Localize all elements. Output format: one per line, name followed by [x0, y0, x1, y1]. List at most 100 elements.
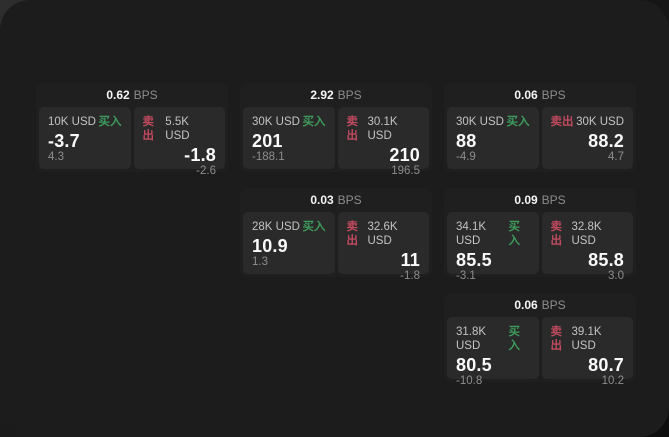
buy-amount: 34.1K USD — [456, 221, 487, 247]
card-0-buy-pane[interactable]: 10K USD 买入 -3.7 4.3 — [39, 107, 131, 169]
buy-pane-top: 34.1K USD 买入 — [456, 220, 530, 248]
buy-label: 买入 — [508, 221, 521, 247]
sell-price: 88.2 — [588, 131, 624, 151]
buy-label: 买入 — [302, 221, 326, 233]
sell-label: 卖出 — [550, 221, 563, 247]
sell-sub-value: -1.8 — [400, 270, 420, 282]
sell-price: 80.7 — [588, 355, 624, 375]
buy-amount: 30K USD — [252, 116, 300, 128]
buy-sub-value: -188.1 — [252, 151, 285, 163]
quote-card-4: 0.09 BPS 34.1K USD 买入 85.5 -3.1 卖出 32.8K… — [444, 188, 636, 282]
buy-pane-top: 31.8K USD 买入 — [456, 325, 530, 353]
sell-sub-value: -2.6 — [196, 165, 216, 177]
sell-price: 11 — [400, 250, 420, 270]
buy-sub-value: -10.8 — [456, 375, 483, 387]
buy-sub-value: -3.1 — [456, 270, 476, 282]
bps-value: 2.92 — [310, 88, 334, 102]
buy-amount: 30K USD — [456, 116, 504, 128]
buy-price: 201 — [252, 131, 283, 151]
card-0-body: 10K USD 买入 -3.7 4.3 卖出 5.5K USD -1.8 -2.… — [39, 107, 225, 177]
sell-label: 卖出 — [550, 116, 574, 128]
quote-card-1: 2.92 BPS 30K USD 买入 201 -188.1 卖出 30.1K … — [240, 83, 432, 177]
sell-label: 卖出 — [346, 116, 359, 142]
buy-amount: 28K USD — [252, 221, 300, 233]
sell-price: -1.8 — [184, 145, 216, 165]
sell-amount: 5.5K USD — [165, 116, 190, 142]
buy-sub-value: 4.3 — [48, 151, 64, 163]
sell-sub-value: 10.2 — [601, 375, 624, 387]
quote-card-0: 0.62 BPS 10K USD 买入 -3.7 4.3 卖出 5.5K USD — [36, 83, 228, 177]
card-5-sell-pane[interactable]: 卖出 39.1K USD 80.7 10.2 — [541, 317, 633, 387]
buy-pane-top: 30K USD 买入 — [252, 115, 326, 129]
card-3-body: 28K USD 买入 10.9 1.3 卖出 32.6K USD 11 -1.8 — [243, 212, 429, 282]
buy-pane-top: 28K USD 买入 — [252, 220, 326, 234]
card-5-buy-pane[interactable]: 31.8K USD 买入 80.5 -10.8 — [447, 317, 539, 387]
card-0-header: 0.62 BPS — [39, 83, 225, 107]
sell-amount: 30K USD — [576, 116, 624, 128]
buy-sub-value: 1.3 — [252, 256, 268, 268]
sell-sub-value: 3.0 — [608, 270, 624, 282]
card-5-header: 0.06 BPS — [447, 293, 633, 317]
buy-price: 10.9 — [252, 236, 288, 256]
buy-amount: 31.8K USD — [456, 326, 487, 352]
bps-value: 0.09 — [514, 193, 538, 207]
sell-sub-value: 4.7 — [608, 151, 624, 163]
sell-amount: 39.1K USD — [571, 326, 602, 352]
sell-pane-top: 卖出 32.8K USD — [551, 220, 625, 248]
sell-label: 卖出 — [550, 326, 563, 352]
card-1-sell-pane[interactable]: 卖出 30.1K USD 210 196.5 — [337, 107, 429, 177]
buy-label: 买入 — [302, 116, 326, 128]
buy-pane-top: 30K USD 买入 — [456, 115, 530, 129]
card-4-buy-pane[interactable]: 34.1K USD 买入 85.5 -3.1 — [447, 212, 539, 282]
card-4-body: 34.1K USD 买入 85.5 -3.1 卖出 32.8K USD 85.8… — [447, 212, 633, 282]
sell-sub-value: 196.5 — [391, 165, 420, 177]
buy-price: 85.5 — [456, 250, 492, 270]
bps-unit-label: BPS — [541, 88, 566, 102]
sell-amount: 30.1K USD — [367, 116, 398, 142]
quote-card-3: 0.03 BPS 28K USD 买入 10.9 1.3 卖出 32.6K US… — [240, 188, 432, 282]
bps-unit-label: BPS — [541, 298, 566, 312]
sell-price: 210 — [389, 145, 420, 165]
buy-sub-value: -4.9 — [456, 151, 476, 163]
card-1-buy-pane[interactable]: 30K USD 买入 201 -188.1 — [243, 107, 335, 169]
card-3-header: 0.03 BPS — [243, 188, 429, 212]
bps-value: 0.03 — [310, 193, 334, 207]
bps-value: 0.06 — [514, 298, 538, 312]
card-3-sell-pane[interactable]: 卖出 32.6K USD 11 -1.8 — [337, 212, 429, 282]
sell-pane-top: 卖出 32.6K USD — [347, 220, 421, 248]
quote-cards-grid: 0.62 BPS 10K USD 买入 -3.7 4.3 卖出 5.5K USD — [36, 83, 636, 387]
card-2-body: 30K USD 买入 88 -4.9 卖出 30K USD 88.2 4.7 — [447, 107, 633, 169]
bps-unit-label: BPS — [133, 88, 158, 102]
card-2-header: 0.06 BPS — [447, 83, 633, 107]
bps-unit-label: BPS — [337, 193, 362, 207]
sell-pane-top: 卖出 39.1K USD — [551, 325, 625, 353]
bps-value: 0.06 — [514, 88, 538, 102]
card-4-sell-pane[interactable]: 卖出 32.8K USD 85.8 3.0 — [541, 212, 633, 282]
buy-label: 买入 — [508, 326, 521, 352]
quote-card-5: 0.06 BPS 31.8K USD 买入 80.5 -10.8 卖出 39.1… — [444, 293, 636, 387]
card-5-body: 31.8K USD 买入 80.5 -10.8 卖出 39.1K USD 80.… — [447, 317, 633, 387]
card-1-body: 30K USD 买入 201 -188.1 卖出 30.1K USD 210 1… — [243, 107, 429, 177]
sell-amount: 32.8K USD — [571, 221, 602, 247]
quote-card-2: 0.06 BPS 30K USD 买入 88 -4.9 卖出 30K USD — [444, 83, 636, 172]
card-2-buy-pane[interactable]: 30K USD 买入 88 -4.9 — [447, 107, 539, 169]
card-1-header: 2.92 BPS — [243, 83, 429, 107]
buy-price: 88 — [456, 131, 477, 151]
buy-price: 80.5 — [456, 355, 492, 375]
bps-unit-label: BPS — [337, 88, 362, 102]
buy-pane-top: 10K USD 买入 — [48, 115, 122, 129]
sell-amount: 32.6K USD — [367, 221, 398, 247]
sell-pane-top: 卖出 5.5K USD — [143, 115, 217, 143]
sell-pane-top: 卖出 30K USD — [551, 115, 625, 129]
card-0-sell-pane[interactable]: 卖出 5.5K USD -1.8 -2.6 — [133, 107, 225, 177]
bps-unit-label: BPS — [541, 193, 566, 207]
card-2-sell-pane[interactable]: 卖出 30K USD 88.2 4.7 — [541, 107, 633, 169]
sell-pane-top: 卖出 30.1K USD — [347, 115, 421, 143]
card-4-header: 0.09 BPS — [447, 188, 633, 212]
buy-label: 买入 — [506, 116, 530, 128]
card-3-buy-pane[interactable]: 28K USD 买入 10.9 1.3 — [243, 212, 335, 274]
buy-price: -3.7 — [48, 131, 80, 151]
sell-label: 卖出 — [142, 116, 155, 142]
bps-value: 0.62 — [106, 88, 130, 102]
